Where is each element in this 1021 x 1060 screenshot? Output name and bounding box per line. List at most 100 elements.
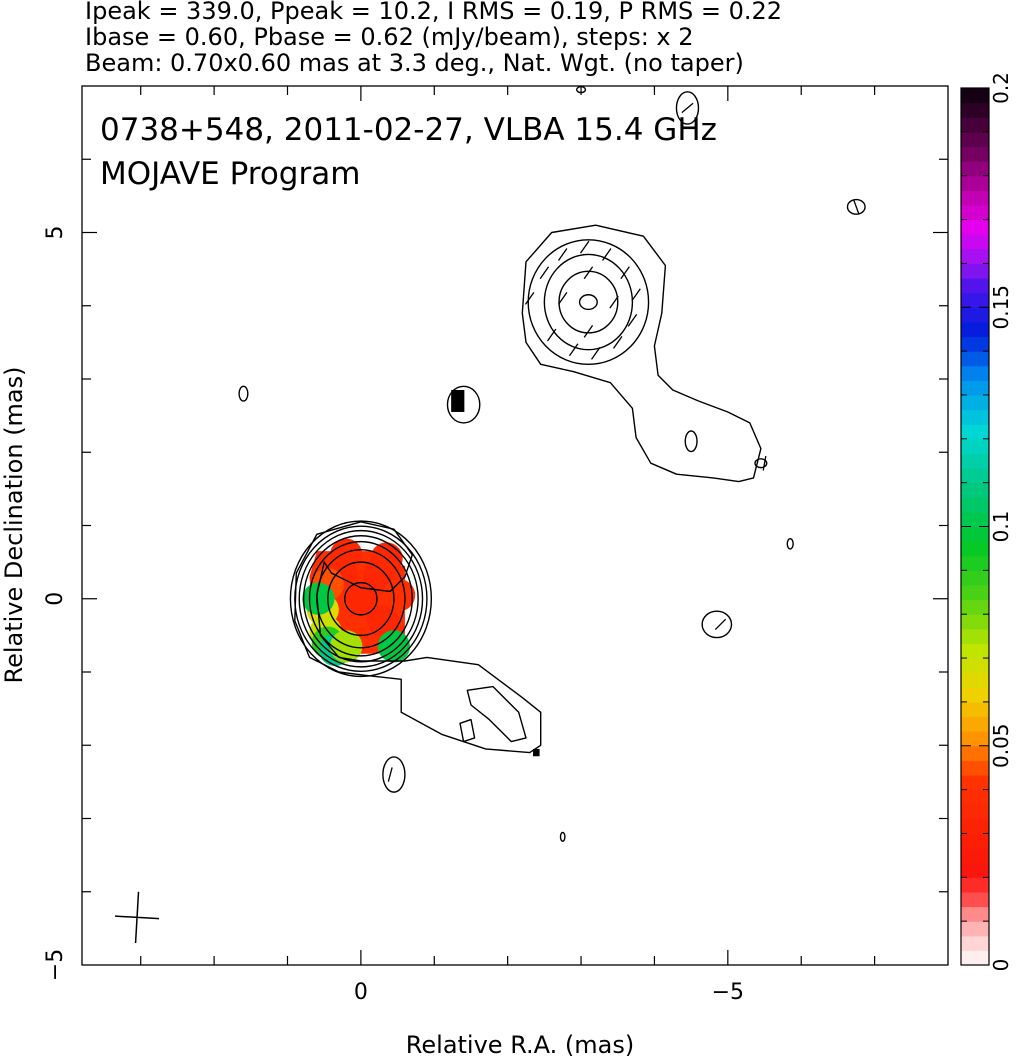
colorbar-segment <box>961 906 989 922</box>
beam-minor-axis <box>115 915 160 920</box>
polarization-vector <box>524 292 535 305</box>
colorbar-segment <box>961 117 989 133</box>
colorbar-segment <box>961 497 989 513</box>
colorbar-tick-label: 0.05 <box>989 723 1013 768</box>
colorbar-segment <box>961 716 989 732</box>
colorbar-segment <box>961 438 989 455</box>
colorbar-segment <box>961 833 989 849</box>
colorbar-segment <box>961 745 989 761</box>
colorbar-segment <box>961 511 989 528</box>
polarization-vector <box>387 767 393 782</box>
colorbar-segment <box>961 131 989 148</box>
chart-title: 0738+548, 2011-02-27, VLBA 15.4 GHz <box>100 112 717 148</box>
colorbar-segment <box>961 336 989 352</box>
y-tick-label: 5 <box>43 226 68 240</box>
colorbar-segment <box>961 804 989 820</box>
colorbar-ticks: 0 0.05 0.1 0.15 0.2 <box>961 72 1013 971</box>
colorbar-segment <box>961 278 989 294</box>
colorbar-segment <box>961 555 989 571</box>
contour-isl-3-level <box>675 91 700 125</box>
contour-core-level <box>327 561 395 637</box>
colorbar-segment <box>961 88 989 104</box>
contour-isl-9-level <box>382 756 406 793</box>
contour-north-jet <box>521 224 762 483</box>
polarization-vectors <box>387 102 860 782</box>
contour-core-level <box>308 540 413 657</box>
colorbar-tick-label: 0 <box>989 959 1013 972</box>
colorbar-segment <box>961 760 989 776</box>
polarization-vector <box>557 292 568 305</box>
colorbar-segment <box>961 190 989 206</box>
colorbar-tick-label: 0.2 <box>989 72 1013 104</box>
plot-frame <box>81 85 949 966</box>
colorbar-segment <box>961 599 989 615</box>
contour-isl-10-level <box>559 831 566 842</box>
contour-isl-7-level <box>786 537 794 550</box>
polarization-vector <box>631 288 641 302</box>
colorbar-segment <box>961 818 989 835</box>
contour-core-level <box>344 581 378 616</box>
polarization-pixels <box>302 538 416 667</box>
colorbar-segment <box>961 701 989 718</box>
contour-isl-1-level <box>238 385 249 402</box>
contour-north-knot-1-level <box>527 239 650 366</box>
colorbar-segment <box>961 292 989 308</box>
colorbar-segment <box>961 789 989 805</box>
axis-ticks <box>82 86 948 965</box>
polarization-vector <box>583 266 594 280</box>
x-tick-label: −5 <box>712 980 744 1005</box>
colorbar-segment <box>961 175 989 191</box>
colorbar-segment <box>961 394 989 411</box>
polarization-vector <box>579 240 590 254</box>
chart-subtitle: MOJAVE Program <box>100 156 360 192</box>
x-axis-label: Relative R.A. (mas) <box>406 1031 634 1059</box>
colorbar-segment <box>961 307 989 323</box>
colorbar-tick-label: 0.15 <box>989 285 1013 330</box>
colorbar-segment <box>961 321 989 338</box>
colorbar-segment <box>961 570 989 586</box>
contour-isl-2-level <box>446 385 481 424</box>
colorbar-segment <box>961 935 989 951</box>
colorbar-segment <box>961 672 989 688</box>
intensity-contours <box>238 86 866 842</box>
colorbar-segment <box>961 248 989 264</box>
header-line-3: Beam: 0.70x0.60 mas at 3.3 deg., Nat. Wg… <box>85 49 744 77</box>
polarization-vector <box>583 325 594 338</box>
polarization-vector <box>568 343 579 357</box>
colorbar-segment <box>961 774 989 791</box>
polarization-vector <box>853 199 860 214</box>
contour-core-level <box>298 529 424 668</box>
colorbar-segment <box>961 541 989 557</box>
polarization-vector <box>627 314 638 327</box>
contour-knot-hole <box>466 685 527 743</box>
colorbar-segment <box>961 584 989 601</box>
colorbar-segment <box>961 614 989 630</box>
colorbar-segment <box>961 468 989 484</box>
polarization-vector <box>762 455 767 471</box>
polarization-vector <box>714 618 727 631</box>
polarization-vector <box>601 248 612 261</box>
polarization-pixel <box>344 582 378 615</box>
colorbar-segment <box>961 731 989 747</box>
contour-isl-4-level <box>846 198 866 215</box>
contour-north-knot-4-level <box>578 294 598 311</box>
colorbar-segment <box>961 263 989 279</box>
polarization-vector <box>557 248 568 261</box>
beam-marker <box>115 891 160 944</box>
colorbar-segment <box>961 146 989 162</box>
polarization-vector <box>620 266 630 280</box>
colorbar-segment <box>961 453 989 469</box>
contour-isl-5-level <box>684 430 698 453</box>
contour-outer-envelope <box>294 521 542 754</box>
polarization-vector <box>539 266 550 280</box>
colorbar-segment <box>961 658 989 674</box>
colorbar-segment <box>961 351 989 367</box>
colorbar-segment <box>961 687 989 703</box>
colorbar-segment <box>961 102 989 118</box>
y-tick-label: 0 <box>43 592 68 606</box>
y-tick-label: −5 <box>43 949 68 981</box>
map-markers <box>451 389 540 757</box>
polarization-vector <box>546 328 557 342</box>
polarization-pixel <box>377 630 411 663</box>
